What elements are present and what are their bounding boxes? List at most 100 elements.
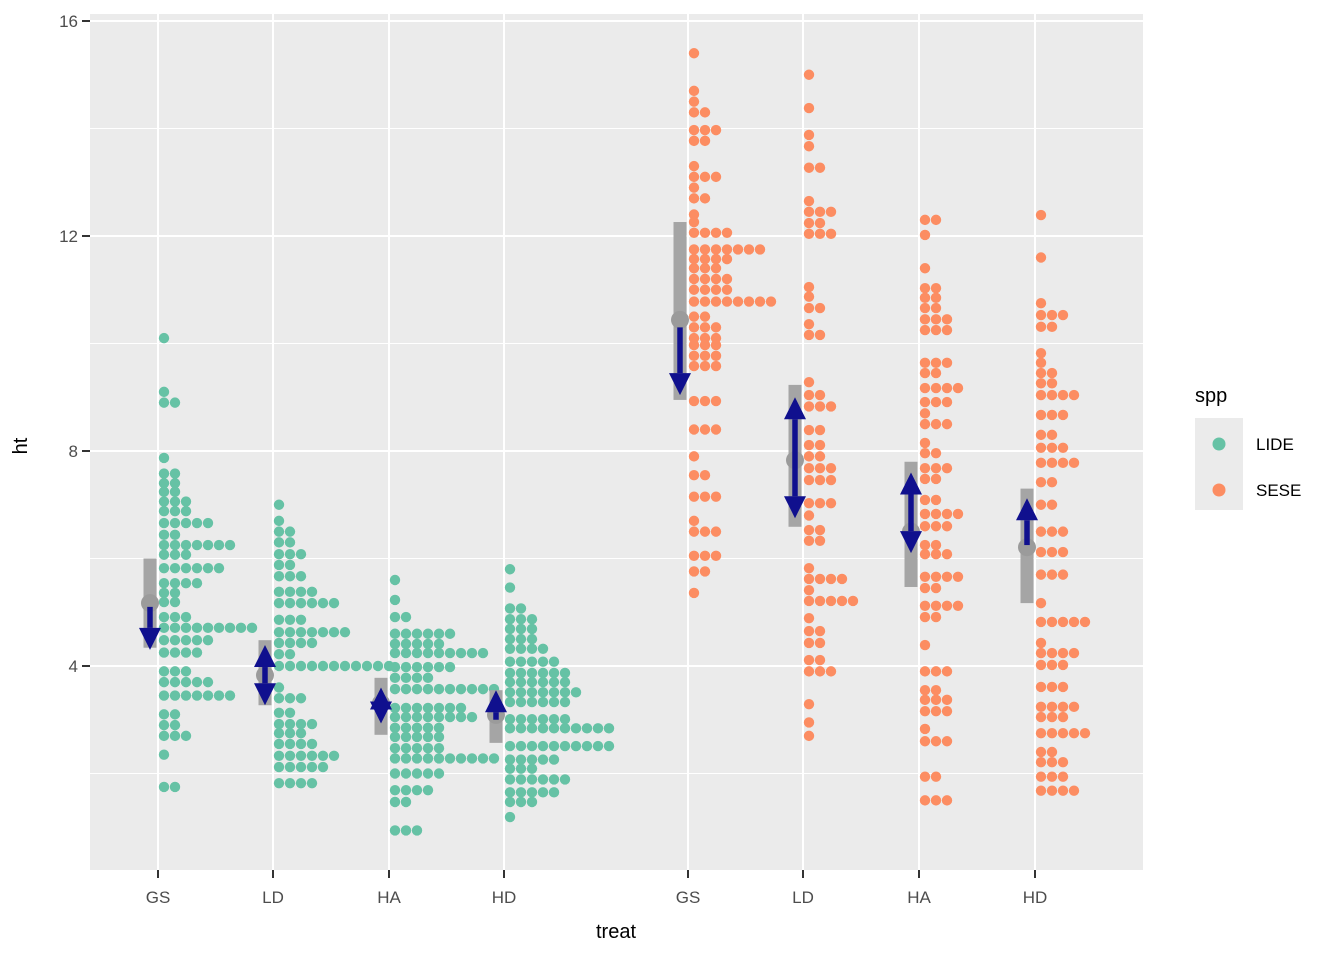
data-dot <box>191 578 203 589</box>
data-dot <box>433 661 445 673</box>
data-dot <box>158 690 170 701</box>
data-dot <box>814 228 826 240</box>
data-dot <box>803 302 815 314</box>
data-dot <box>1057 771 1069 782</box>
data-dot <box>284 637 296 649</box>
data-dot <box>688 566 700 577</box>
data-dot <box>825 595 837 607</box>
data-dot <box>422 731 434 743</box>
data-dot <box>306 637 318 649</box>
data-dot <box>919 447 931 459</box>
data-dot <box>803 625 815 637</box>
y-tick-label: 16 <box>59 12 78 31</box>
data-dot <box>699 311 711 322</box>
data-dot <box>930 694 942 706</box>
data-dot <box>504 796 516 808</box>
data-dot <box>317 626 329 638</box>
data-dot <box>699 227 711 238</box>
data-dot <box>526 787 538 798</box>
data-dot <box>273 559 285 571</box>
data-dot <box>400 753 412 764</box>
data-dot <box>180 730 192 742</box>
data-dot <box>847 595 859 607</box>
data-dot <box>825 206 837 218</box>
data-dot <box>803 654 815 666</box>
data-dot <box>710 171 722 183</box>
data-dot <box>754 244 766 255</box>
data-dot <box>688 273 700 285</box>
data-dot <box>411 722 423 734</box>
data-dot <box>930 684 942 696</box>
data-dot <box>504 811 516 823</box>
data-dot <box>1068 389 1080 401</box>
data-dot <box>273 660 285 672</box>
data-dot <box>1035 252 1047 263</box>
data-dot <box>919 473 931 485</box>
data-dot <box>422 743 434 754</box>
data-dot <box>803 535 815 546</box>
data-dot <box>213 690 225 701</box>
data-dot <box>389 683 401 695</box>
arrowhead-icon <box>669 373 691 396</box>
data-dot <box>389 611 401 623</box>
data-dot <box>710 227 722 238</box>
data-dot <box>688 360 700 372</box>
data-dot <box>919 408 931 419</box>
data-dot <box>273 571 285 582</box>
data-dot <box>295 693 307 704</box>
data-dot <box>688 491 700 502</box>
data-dot <box>836 595 848 607</box>
data-dot <box>158 719 170 731</box>
data-dot <box>284 549 296 560</box>
data-dot <box>411 628 423 639</box>
data-dot <box>548 687 560 698</box>
data-dot <box>1035 378 1047 389</box>
data-dot <box>710 360 722 372</box>
data-dot <box>814 206 826 218</box>
data-dot <box>422 768 434 779</box>
data-dot <box>919 292 931 304</box>
major-gridlines <box>90 14 1143 870</box>
data-dot <box>317 597 329 609</box>
data-dot <box>515 763 527 774</box>
data-dot <box>202 635 214 646</box>
data-dot <box>919 582 931 594</box>
data-dot <box>1068 457 1080 469</box>
data-dot <box>721 253 733 265</box>
data-dot <box>306 626 318 638</box>
data-dot <box>526 796 538 808</box>
data-dot <box>1046 701 1058 713</box>
data-dot <box>400 784 412 796</box>
data-dot <box>537 676 549 688</box>
data-dot <box>699 171 711 183</box>
mean-point <box>671 310 689 329</box>
data-dot <box>444 753 456 764</box>
data-dot <box>570 740 582 752</box>
data-dot <box>1035 681 1047 693</box>
data-dot <box>919 694 931 706</box>
data-dot <box>169 666 181 677</box>
data-dot <box>361 660 373 672</box>
data-dot <box>180 549 192 560</box>
data-dot <box>273 777 285 789</box>
data-dot <box>224 622 236 634</box>
data-dot <box>919 771 931 782</box>
data-dot <box>466 683 478 695</box>
x-tick-label: GS <box>146 888 171 907</box>
data-dot <box>433 753 445 764</box>
data-dot <box>919 314 931 325</box>
data-dot <box>295 614 307 625</box>
data-dot <box>191 622 203 634</box>
data-dot <box>202 690 214 701</box>
data-dot <box>814 424 826 436</box>
data-dot <box>803 217 815 229</box>
data-dot <box>191 517 203 529</box>
data-dot <box>941 549 953 560</box>
data-dot <box>169 529 181 541</box>
data-dot <box>411 683 423 695</box>
data-dot <box>1035 785 1047 796</box>
data-dot <box>1035 357 1047 369</box>
data-dot <box>504 714 516 725</box>
data-dot <box>284 718 296 730</box>
